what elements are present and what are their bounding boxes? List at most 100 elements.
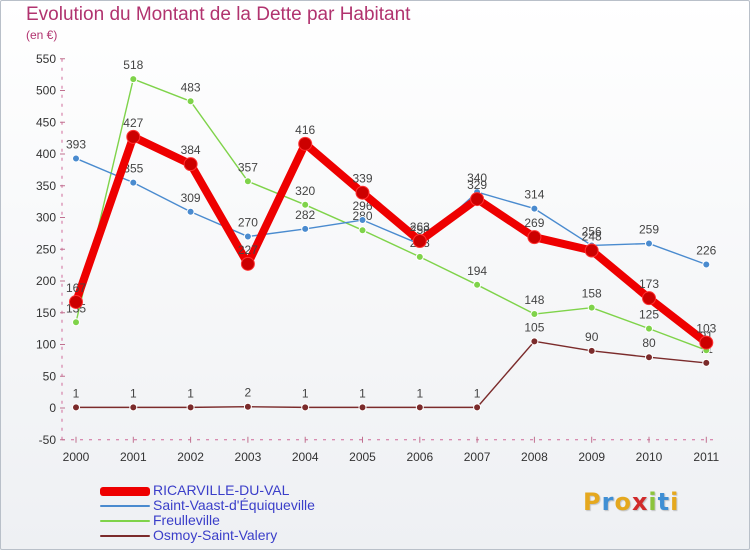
proxiti-logo: Proxiti — [583, 488, 679, 516]
data-point — [702, 260, 711, 269]
x-tick-label: 2003 — [235, 450, 262, 464]
data-point — [587, 303, 596, 312]
data-point — [645, 353, 653, 362]
data-point — [530, 204, 539, 213]
series-3: 11121111105908071 — [72, 320, 713, 412]
data-point — [243, 232, 252, 241]
legend-label: Saint-Vaast-d'Équiqueville — [153, 497, 315, 513]
data-label: 1 — [73, 386, 80, 400]
data-point — [72, 318, 80, 327]
x-tick-label: 2004 — [292, 450, 319, 464]
x-tick-label: 2009 — [578, 450, 605, 464]
x-tick-label: 2002 — [177, 450, 204, 464]
logo-letter: P — [583, 488, 602, 516]
logo-letter: o — [614, 488, 632, 516]
data-point — [470, 192, 485, 207]
data-label: 259 — [639, 223, 659, 237]
data-label: 125 — [639, 308, 659, 322]
data-point — [186, 207, 195, 216]
data-point — [240, 256, 255, 271]
data-label: 483 — [181, 80, 201, 94]
data-label: 227 — [238, 243, 258, 257]
data-point — [126, 129, 141, 144]
y-tick-label: 400 — [36, 147, 56, 161]
data-point — [642, 291, 656, 306]
data-point — [183, 157, 198, 172]
x-tick-label: 2011 — [693, 450, 719, 464]
data-label: 1 — [187, 386, 194, 400]
legend-label: Osmoy-Saint-Valery — [153, 527, 278, 543]
data-point — [702, 358, 711, 367]
data-point — [530, 337, 539, 346]
data-label: 158 — [582, 287, 602, 301]
y-tick-label: 150 — [36, 306, 56, 320]
legend-swatch — [100, 505, 150, 507]
data-point — [129, 178, 138, 187]
y-tick-label: -50 — [39, 433, 57, 447]
x-tick-label: 2008 — [521, 450, 548, 464]
series-line — [75, 340, 707, 409]
y-tick-label: 300 — [36, 211, 56, 225]
data-point — [584, 243, 599, 258]
legend-swatch — [100, 487, 150, 496]
x-tick-label: 2006 — [406, 450, 433, 464]
logo-letter: x — [631, 488, 649, 516]
data-label: 248 — [582, 230, 602, 244]
series-2: 13551848335732028023819414815812591 — [66, 58, 713, 355]
data-label: 167 — [66, 281, 86, 295]
data-label: 2 — [245, 386, 252, 400]
y-tick-label: 450 — [36, 115, 56, 129]
data-point — [301, 200, 310, 209]
data-label: 309 — [181, 191, 201, 205]
logo-letter: t — [657, 488, 671, 516]
data-point — [186, 97, 195, 106]
data-point — [358, 216, 367, 225]
chart-unit: (en €) — [26, 28, 58, 42]
data-label: 427 — [123, 116, 143, 130]
data-label: 355 — [123, 162, 143, 176]
data-label: 269 — [524, 216, 544, 230]
data-point — [243, 177, 252, 186]
data-label: 296 — [352, 199, 372, 213]
data-label: 393 — [66, 137, 86, 151]
data-label: 173 — [639, 277, 659, 291]
logo-letter: i — [670, 488, 680, 516]
data-point — [358, 403, 367, 412]
x-tick-label: 2001 — [120, 450, 147, 464]
data-point — [415, 252, 424, 261]
data-point — [527, 230, 542, 245]
data-label: 90 — [585, 330, 599, 344]
data-label: 282 — [295, 208, 315, 222]
x-tick-label: 2007 — [464, 450, 491, 464]
data-label: 194 — [467, 264, 487, 278]
data-point — [645, 324, 653, 333]
data-point — [298, 136, 313, 151]
data-point — [473, 280, 482, 289]
data-label: 320 — [295, 184, 315, 198]
series-line — [72, 132, 711, 347]
chart-title: Evolution du Montant de la Dette par Hab… — [26, 4, 411, 25]
data-label: 1 — [302, 386, 309, 400]
data-label: 148 — [524, 293, 544, 307]
x-tick-label: 2010 — [636, 450, 663, 464]
data-label: 256 — [582, 224, 602, 238]
series-line — [75, 157, 707, 266]
y-tick-label: 500 — [36, 84, 56, 98]
y-tick-label: 0 — [49, 401, 56, 415]
data-point — [645, 239, 653, 248]
legend-label: RICARVILLE-DU-VAL — [153, 482, 290, 498]
data-label: 329 — [467, 178, 487, 192]
data-label: 103 — [696, 322, 716, 336]
data-label: 263 — [410, 220, 430, 234]
data-point — [72, 154, 80, 163]
data-point — [530, 310, 539, 319]
x-tick-label: 2000 — [63, 450, 90, 464]
data-label: 270 — [238, 216, 258, 230]
data-label: 357 — [238, 160, 258, 174]
data-point — [415, 403, 424, 412]
data-point — [301, 224, 310, 233]
series-line — [75, 78, 707, 351]
data-point — [243, 402, 252, 411]
logo-letter: r — [601, 488, 615, 516]
data-label: 105 — [524, 320, 544, 334]
